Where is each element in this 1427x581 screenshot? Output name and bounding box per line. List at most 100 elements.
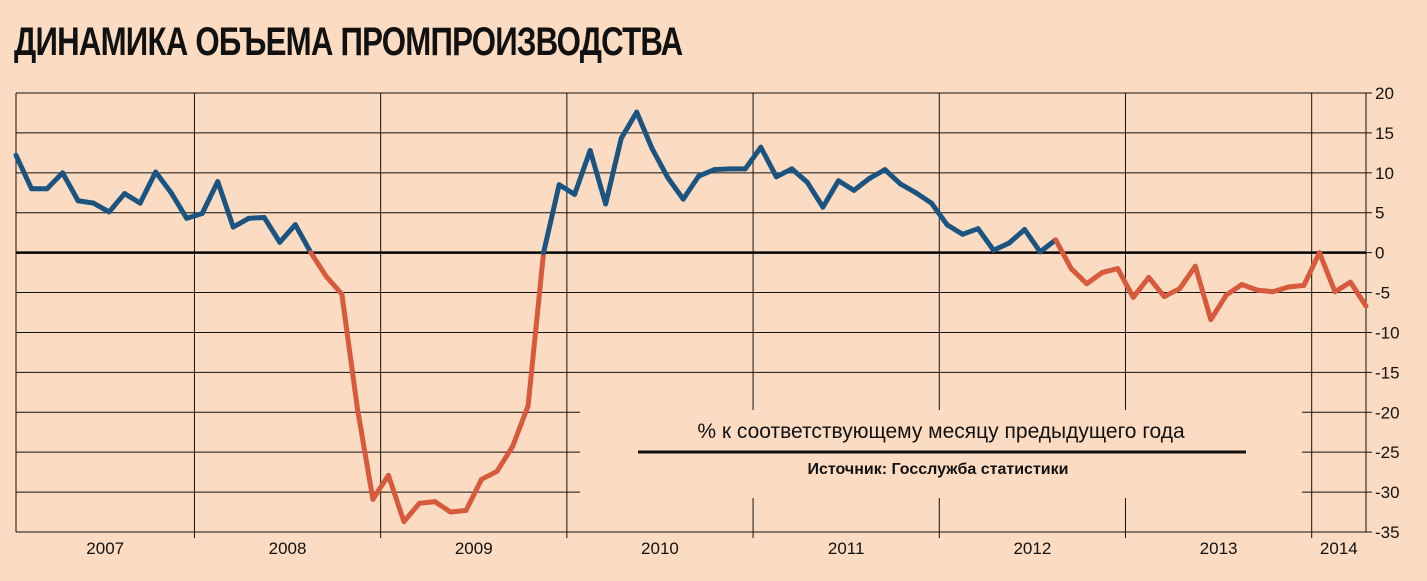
annotation-backdrop — [580, 410, 1302, 498]
series-segment — [1254, 287, 1276, 295]
series-segment — [665, 175, 686, 202]
series-segment — [866, 167, 888, 181]
series-segment — [1347, 279, 1369, 309]
data-series — [13, 109, 1369, 525]
series-segment — [168, 190, 190, 221]
y-tick-label: 10 — [1375, 164, 1394, 183]
series-segment — [184, 211, 205, 221]
series-segment — [618, 109, 640, 141]
series-segment — [277, 222, 298, 245]
x-tick-label: 2007 — [86, 539, 124, 558]
series-segment — [711, 166, 733, 173]
series-segment — [91, 200, 112, 215]
series-segment — [1332, 279, 1353, 295]
series-segment — [416, 499, 438, 506]
x-tick-label: 2014 — [1320, 539, 1358, 558]
series-segment — [742, 144, 764, 172]
y-tick-label: -35 — [1375, 523, 1400, 542]
series-segment — [680, 173, 702, 202]
series-segment — [199, 179, 221, 217]
series-segment — [1239, 282, 1260, 293]
series-segment — [1068, 266, 1090, 287]
series-segment — [991, 240, 1012, 253]
series-segment — [261, 215, 283, 245]
series-segment — [13, 152, 35, 192]
y-tick-label: -20 — [1375, 403, 1400, 422]
series-segment — [137, 169, 159, 206]
series-segment — [494, 444, 516, 474]
y-axis: 20 15 10 5 0 -5 -10 -15 -20 -25 -30 -35 — [1366, 84, 1400, 542]
series-segment — [292, 222, 314, 256]
series-segment — [215, 179, 236, 230]
series-segment — [820, 178, 841, 210]
y-tick-label: -10 — [1375, 323, 1400, 342]
series-segment — [882, 167, 903, 187]
series-segment — [1146, 274, 1167, 300]
series-segment — [1208, 292, 1229, 323]
series-segment — [447, 507, 469, 515]
series-segment — [1037, 237, 1059, 255]
series-segment — [1192, 263, 1214, 323]
series-segment — [122, 191, 143, 206]
series-segment — [1316, 250, 1338, 295]
series-segment — [773, 166, 795, 180]
series-segment — [401, 500, 422, 525]
series-segment — [1285, 282, 1307, 290]
series-segment — [960, 226, 981, 237]
series-segment — [1177, 263, 1198, 292]
series-segment — [246, 215, 267, 221]
x-tick-label: 2009 — [455, 539, 493, 558]
series-segment — [385, 472, 407, 525]
x-tick-label: 2011 — [828, 539, 865, 558]
series-segment — [75, 198, 97, 206]
series-segment — [851, 175, 872, 193]
y-tick-label: -30 — [1375, 483, 1400, 502]
x-tick-label: 2008 — [269, 539, 307, 558]
series-segment — [804, 179, 826, 210]
series-segment — [44, 170, 66, 192]
series-segment — [897, 181, 919, 196]
series-segment — [463, 476, 485, 513]
y-tick-label: 20 — [1375, 84, 1394, 103]
series-segment — [696, 167, 717, 179]
x-tick-label: 2012 — [1013, 539, 1051, 558]
x-tick-label: 2013 — [1200, 539, 1238, 558]
series-segment — [1161, 286, 1183, 300]
y-tick-label: -25 — [1375, 443, 1400, 462]
y-tick-label: -15 — [1375, 363, 1400, 382]
series-segment — [323, 274, 345, 297]
series-segment — [1006, 226, 1028, 246]
series-segment — [603, 135, 624, 207]
series-segment — [1223, 282, 1245, 298]
chart-note: % к соответствующему месяцу предыдущего … — [697, 420, 1185, 443]
y-tick-label: 5 — [1375, 204, 1384, 223]
y-tick-label: 15 — [1375, 124, 1394, 143]
series-segment — [944, 222, 966, 237]
series-segment — [1053, 237, 1074, 272]
series-segment — [556, 182, 578, 197]
series-segment — [1301, 250, 1322, 288]
series-segment — [370, 472, 391, 502]
series-segment — [510, 403, 531, 450]
series-segment — [432, 499, 453, 515]
series-segment — [354, 405, 376, 502]
x-tick-label: 2010 — [641, 539, 679, 558]
series-segment — [1270, 284, 1291, 295]
series-segment — [649, 146, 671, 181]
series-segment — [929, 200, 950, 228]
series-segment — [1099, 266, 1121, 276]
series-segment — [525, 250, 547, 409]
series-segment — [153, 169, 174, 196]
series-segment — [572, 147, 593, 197]
y-tick-label: -5 — [1375, 284, 1390, 303]
series-segment — [975, 226, 997, 253]
series-segment — [634, 109, 655, 152]
series-segment — [230, 215, 252, 230]
series-segment — [758, 144, 779, 180]
series-segment — [1022, 226, 1043, 255]
series-segment — [1084, 270, 1105, 287]
series-segment — [587, 147, 609, 207]
series-segment — [60, 170, 81, 204]
series-segment — [1130, 274, 1152, 300]
